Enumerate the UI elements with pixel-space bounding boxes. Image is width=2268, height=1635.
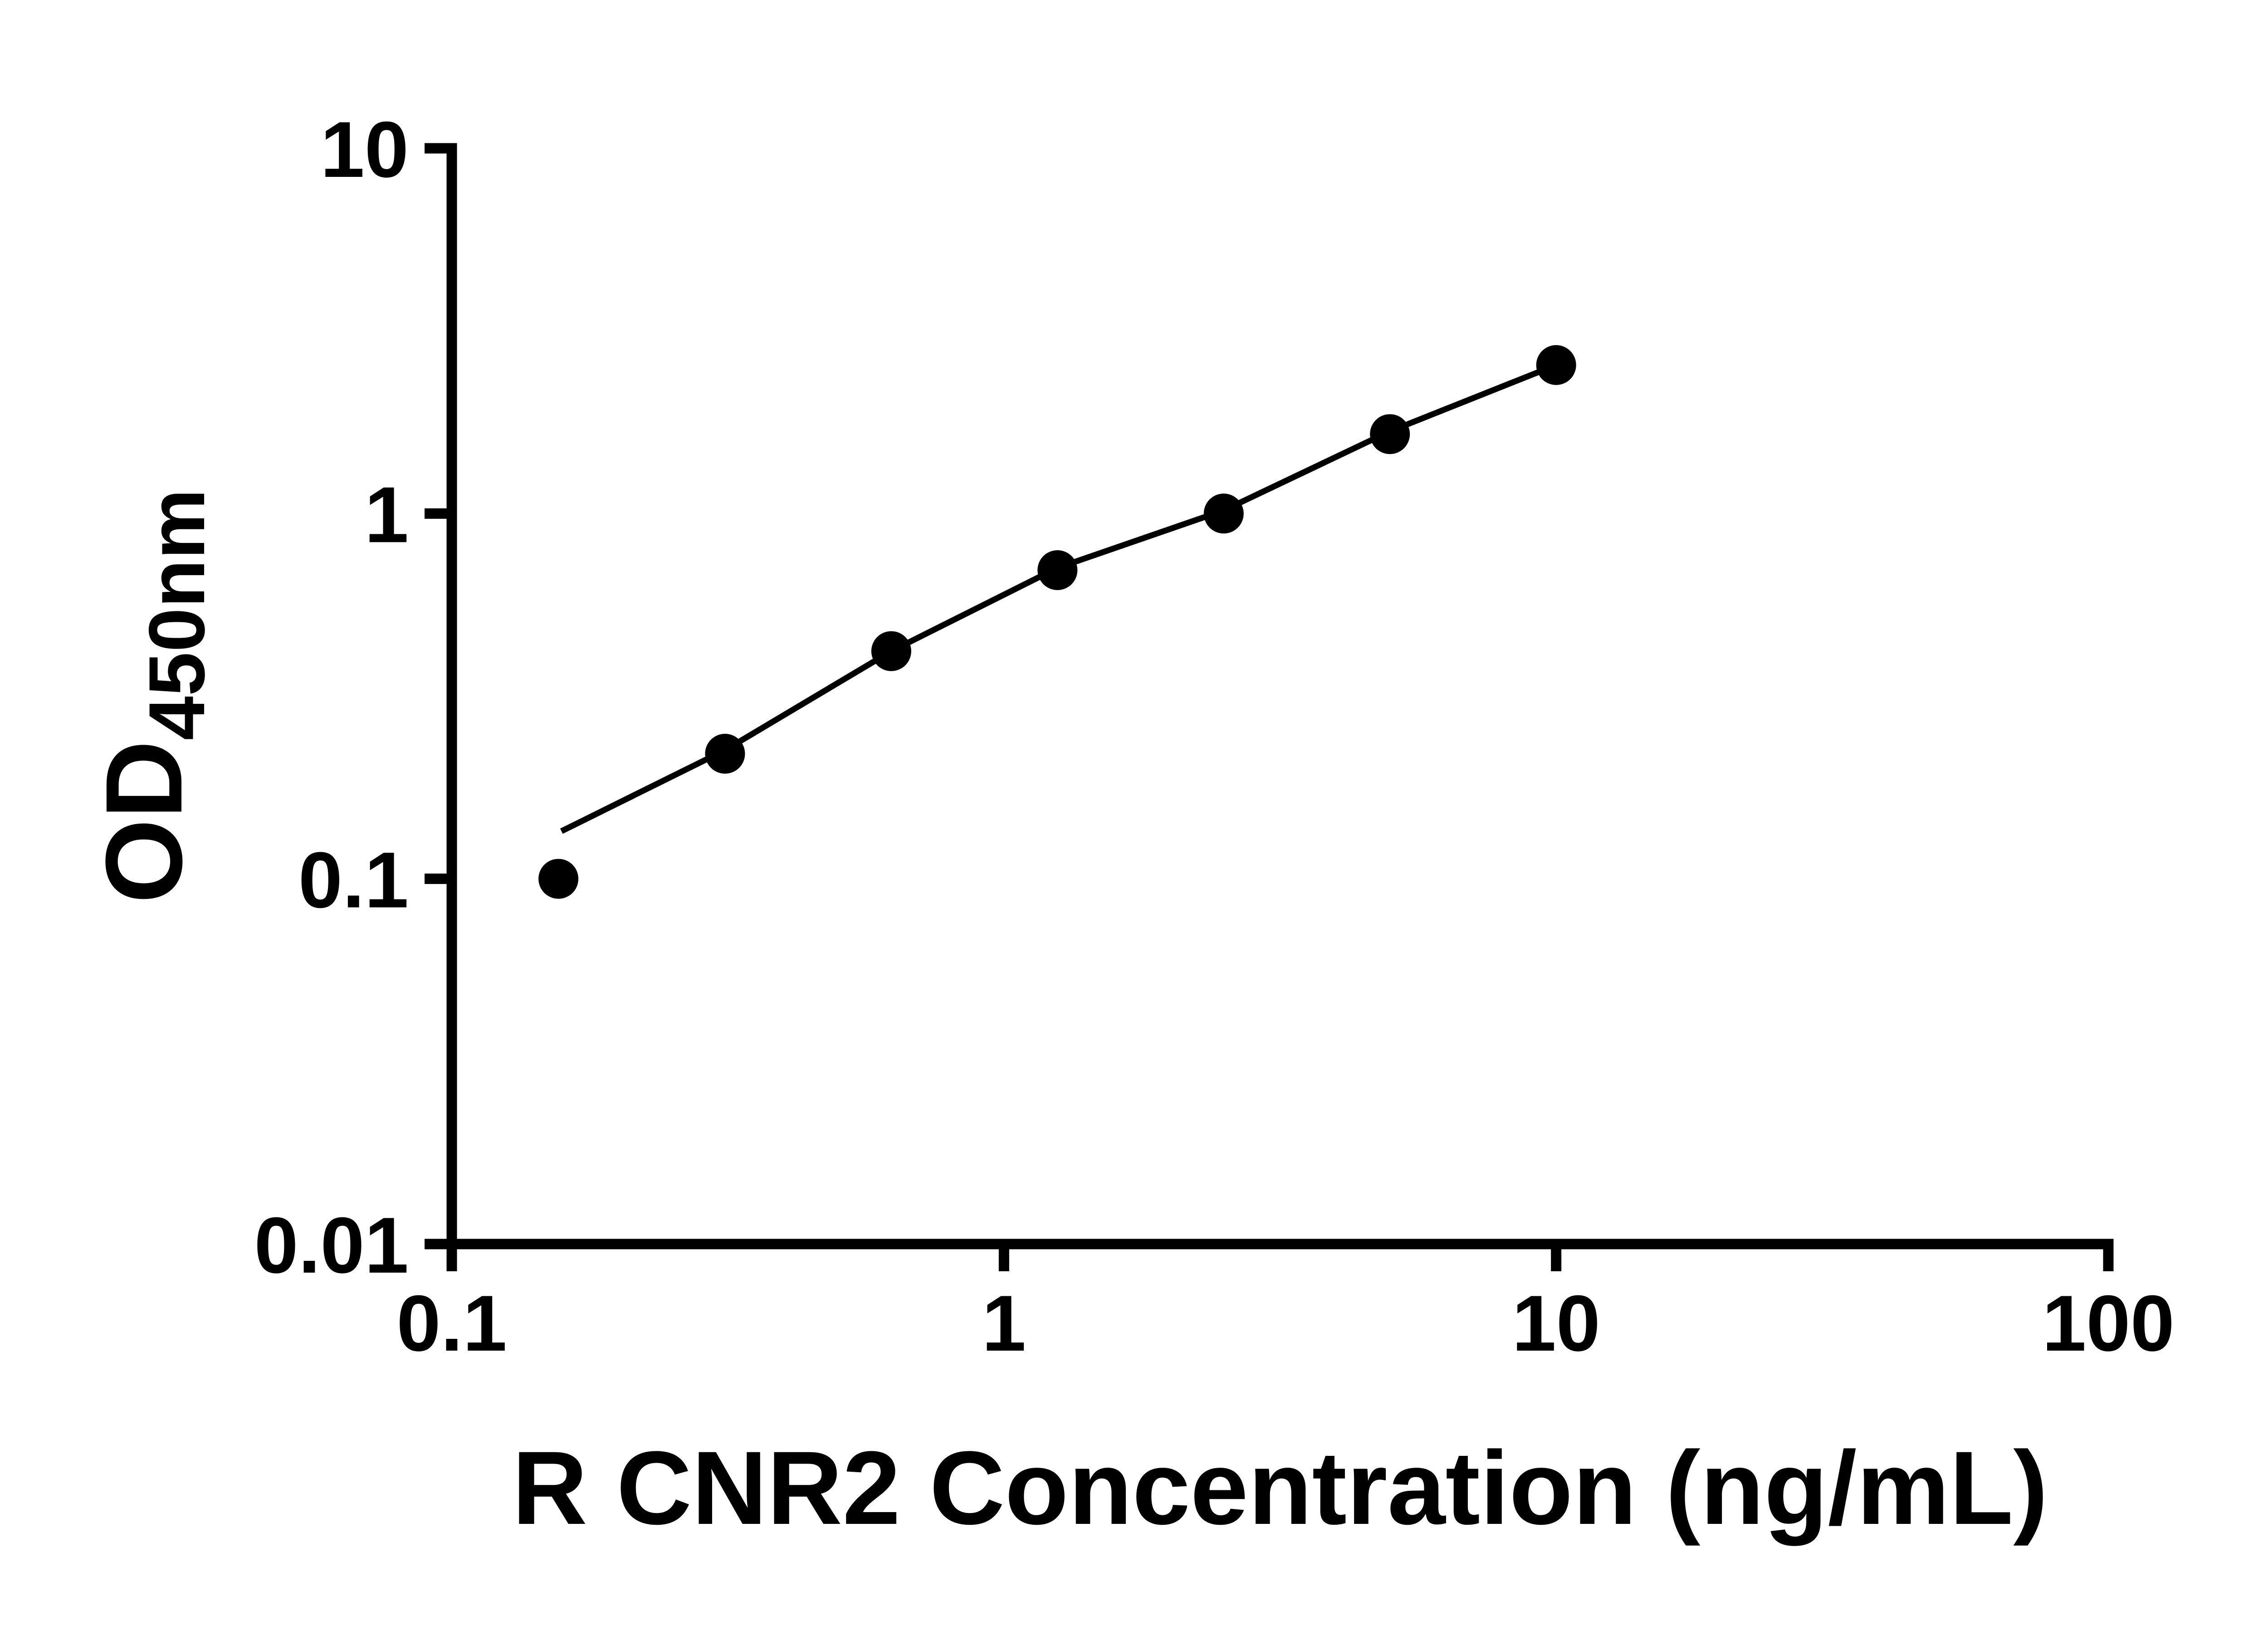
x-axis-tick-label: 1 <box>982 1279 1026 1368</box>
data-point <box>1037 550 1078 591</box>
data-point <box>538 859 579 899</box>
y-axis-title: OD450nm <box>83 489 221 903</box>
data-point <box>1203 493 1244 534</box>
x-axis-tick-label: 100 <box>2042 1279 2175 1368</box>
y-axis-tick-label: 0.01 <box>254 1201 409 1290</box>
data-point <box>871 631 911 671</box>
y-axis-tick-label: 1 <box>365 471 409 559</box>
data-point <box>1536 345 1576 385</box>
y-axis-tick-label: 10 <box>320 106 409 194</box>
axis-lines <box>446 143 2114 1249</box>
y-axis-tick-label: 0.1 <box>298 836 409 925</box>
data-point <box>705 733 745 774</box>
x-axis-tick-label: 10 <box>1512 1279 1600 1368</box>
x-axis-title: R CNR2 Concentration (ng/mL) <box>512 1430 2048 1546</box>
x-axis-tick-label: 0.1 <box>396 1279 507 1368</box>
data-point <box>1370 414 1410 454</box>
